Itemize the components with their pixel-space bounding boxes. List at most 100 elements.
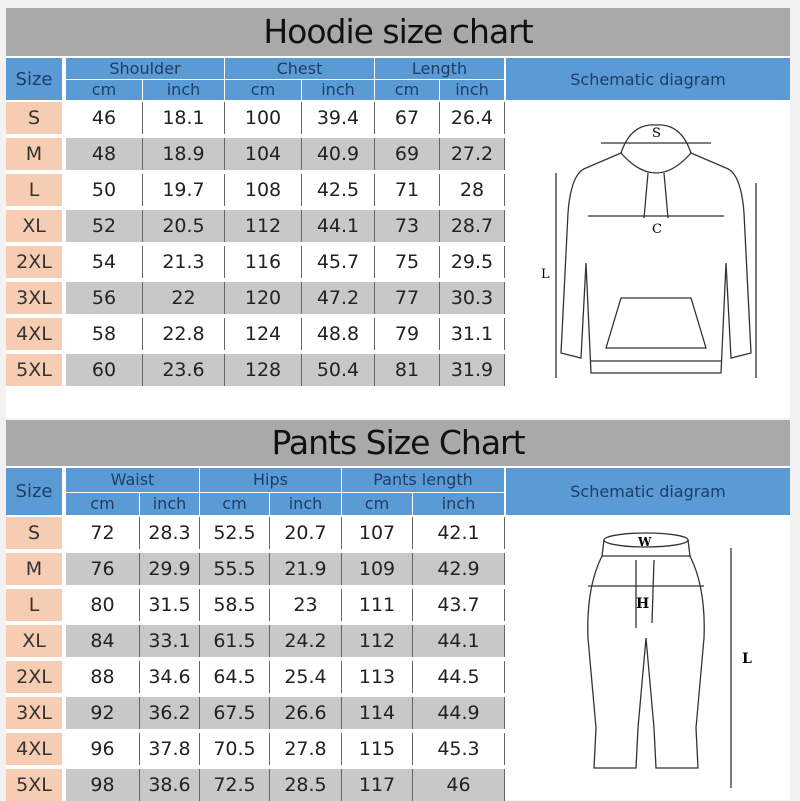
table-cell: 76 <box>66 553 140 585</box>
size-header: Size <box>6 468 62 515</box>
table-cell: 48 <box>66 138 143 170</box>
table-cell: 114 <box>342 697 413 729</box>
table-cell: 28.3 <box>140 517 200 549</box>
table-cell: 38.6 <box>140 769 200 801</box>
size-cell: S <box>6 102 62 134</box>
table-cell: 44.5 <box>413 661 505 693</box>
table-cell: 42.9 <box>413 553 505 585</box>
unit-header: cm <box>225 80 301 100</box>
table-cell: 70.5 <box>200 733 270 765</box>
table-cell: 26.6 <box>270 697 342 729</box>
group-header: Waist <box>66 468 199 492</box>
table-cell: 20.7 <box>270 517 342 549</box>
table-cell: 29.5 <box>440 246 505 278</box>
unit-header: inch <box>413 492 504 515</box>
unit-header: cm <box>342 492 412 515</box>
table-cell: 42.5 <box>302 174 375 206</box>
table-cell: 109 <box>342 553 413 585</box>
table-cell: 124 <box>225 318 302 350</box>
unit-header: cm <box>200 492 269 515</box>
table-cell: 42.1 <box>413 517 505 549</box>
table-cell: 24.2 <box>270 625 342 657</box>
table-cell: 39.4 <box>302 102 375 134</box>
unit-header: inch <box>270 492 341 515</box>
table-cell: 84 <box>66 625 140 657</box>
length-label: L <box>541 267 550 282</box>
table-cell: 116 <box>225 246 302 278</box>
table-cell: 55.5 <box>200 553 270 585</box>
table-cell: 72.5 <box>200 769 270 801</box>
size-cell: 2XL <box>6 661 62 693</box>
table-cell: 43.7 <box>413 589 505 621</box>
table-cell: 88 <box>66 661 140 693</box>
table-cell: 45.3 <box>413 733 505 765</box>
table-cell: 111 <box>342 589 413 621</box>
table-cell: 28.7 <box>440 210 505 242</box>
unit-header: cm <box>66 492 139 515</box>
size-cell: 3XL <box>6 282 62 314</box>
unit-header: inch <box>143 80 224 100</box>
table-cell: 19.7 <box>143 174 225 206</box>
table-cell: 96 <box>66 733 140 765</box>
table-cell: 37.8 <box>140 733 200 765</box>
group-header: Pants length <box>342 468 504 492</box>
size-cell: M <box>6 553 62 585</box>
table-cell: 44.9 <box>413 697 505 729</box>
size-cell: 3XL <box>6 697 62 729</box>
table-cell: 81 <box>375 354 440 386</box>
pants-diagram: W H L <box>587 532 752 788</box>
size-cell: L <box>6 589 62 621</box>
table-cell: 20.5 <box>143 210 225 242</box>
unit-header: cm <box>375 80 439 100</box>
hips-label: H <box>636 596 649 612</box>
table-cell: 112 <box>342 625 413 657</box>
table-cell: 40.9 <box>302 138 375 170</box>
size-cell: L <box>6 174 62 206</box>
table-cell: 104 <box>225 138 302 170</box>
chart-title: Hoodie size chart <box>6 8 790 56</box>
size-cell: XL <box>6 625 62 657</box>
shoulder-label: S <box>652 126 661 141</box>
table-cell: 46 <box>413 769 505 801</box>
table-cell: 50.4 <box>302 354 375 386</box>
unit-header: inch <box>440 80 504 100</box>
schematic-header: Schematic diagram <box>506 58 790 100</box>
table-cell: 36.2 <box>140 697 200 729</box>
table-cell: 47.2 <box>302 282 375 314</box>
table-cell: 18.9 <box>143 138 225 170</box>
table-cell: 31.9 <box>440 354 505 386</box>
group-header: Shoulder <box>66 58 224 79</box>
size-header: Size <box>6 58 62 100</box>
table-cell: 107 <box>342 517 413 549</box>
table-cell: 113 <box>342 661 413 693</box>
table-cell: 112 <box>225 210 302 242</box>
table-cell: 61.5 <box>200 625 270 657</box>
unit-header: inch <box>302 80 374 100</box>
table-cell: 22 <box>143 282 225 314</box>
unit-header: cm <box>66 80 142 100</box>
size-cell: 4XL <box>6 318 62 350</box>
table-cell: 26.4 <box>440 102 505 134</box>
table-cell: 52 <box>66 210 143 242</box>
hoodie-size-chart: Hoodie size chart Size Shoulder Chest Length… <box>6 8 790 418</box>
table-cell: 77 <box>375 282 440 314</box>
table-cell: 23 <box>270 589 342 621</box>
table-cell: 44.1 <box>302 210 375 242</box>
table-cell: 75 <box>375 246 440 278</box>
table-cell: 18.1 <box>143 102 225 134</box>
chest-label: C <box>652 222 662 237</box>
table-cell: 108 <box>225 174 302 206</box>
size-cell: S <box>6 517 62 549</box>
table-cell: 30.3 <box>440 282 505 314</box>
chart-title: Pants Size Chart <box>6 420 790 466</box>
table-cell: 79 <box>375 318 440 350</box>
table-cell: 31.1 <box>440 318 505 350</box>
table-cell: 67 <box>375 102 440 134</box>
table-cell: 100 <box>225 102 302 134</box>
table-cell: 27.8 <box>270 733 342 765</box>
table-cell: 25.4 <box>270 661 342 693</box>
table-cell: 92 <box>66 697 140 729</box>
table-cell: 80 <box>66 589 140 621</box>
table-cell: 48.8 <box>302 318 375 350</box>
pants-length-label: L <box>742 651 752 667</box>
